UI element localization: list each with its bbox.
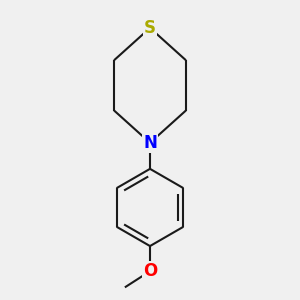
Text: O: O <box>143 262 157 280</box>
Text: S: S <box>144 19 156 37</box>
Text: N: N <box>143 134 157 152</box>
